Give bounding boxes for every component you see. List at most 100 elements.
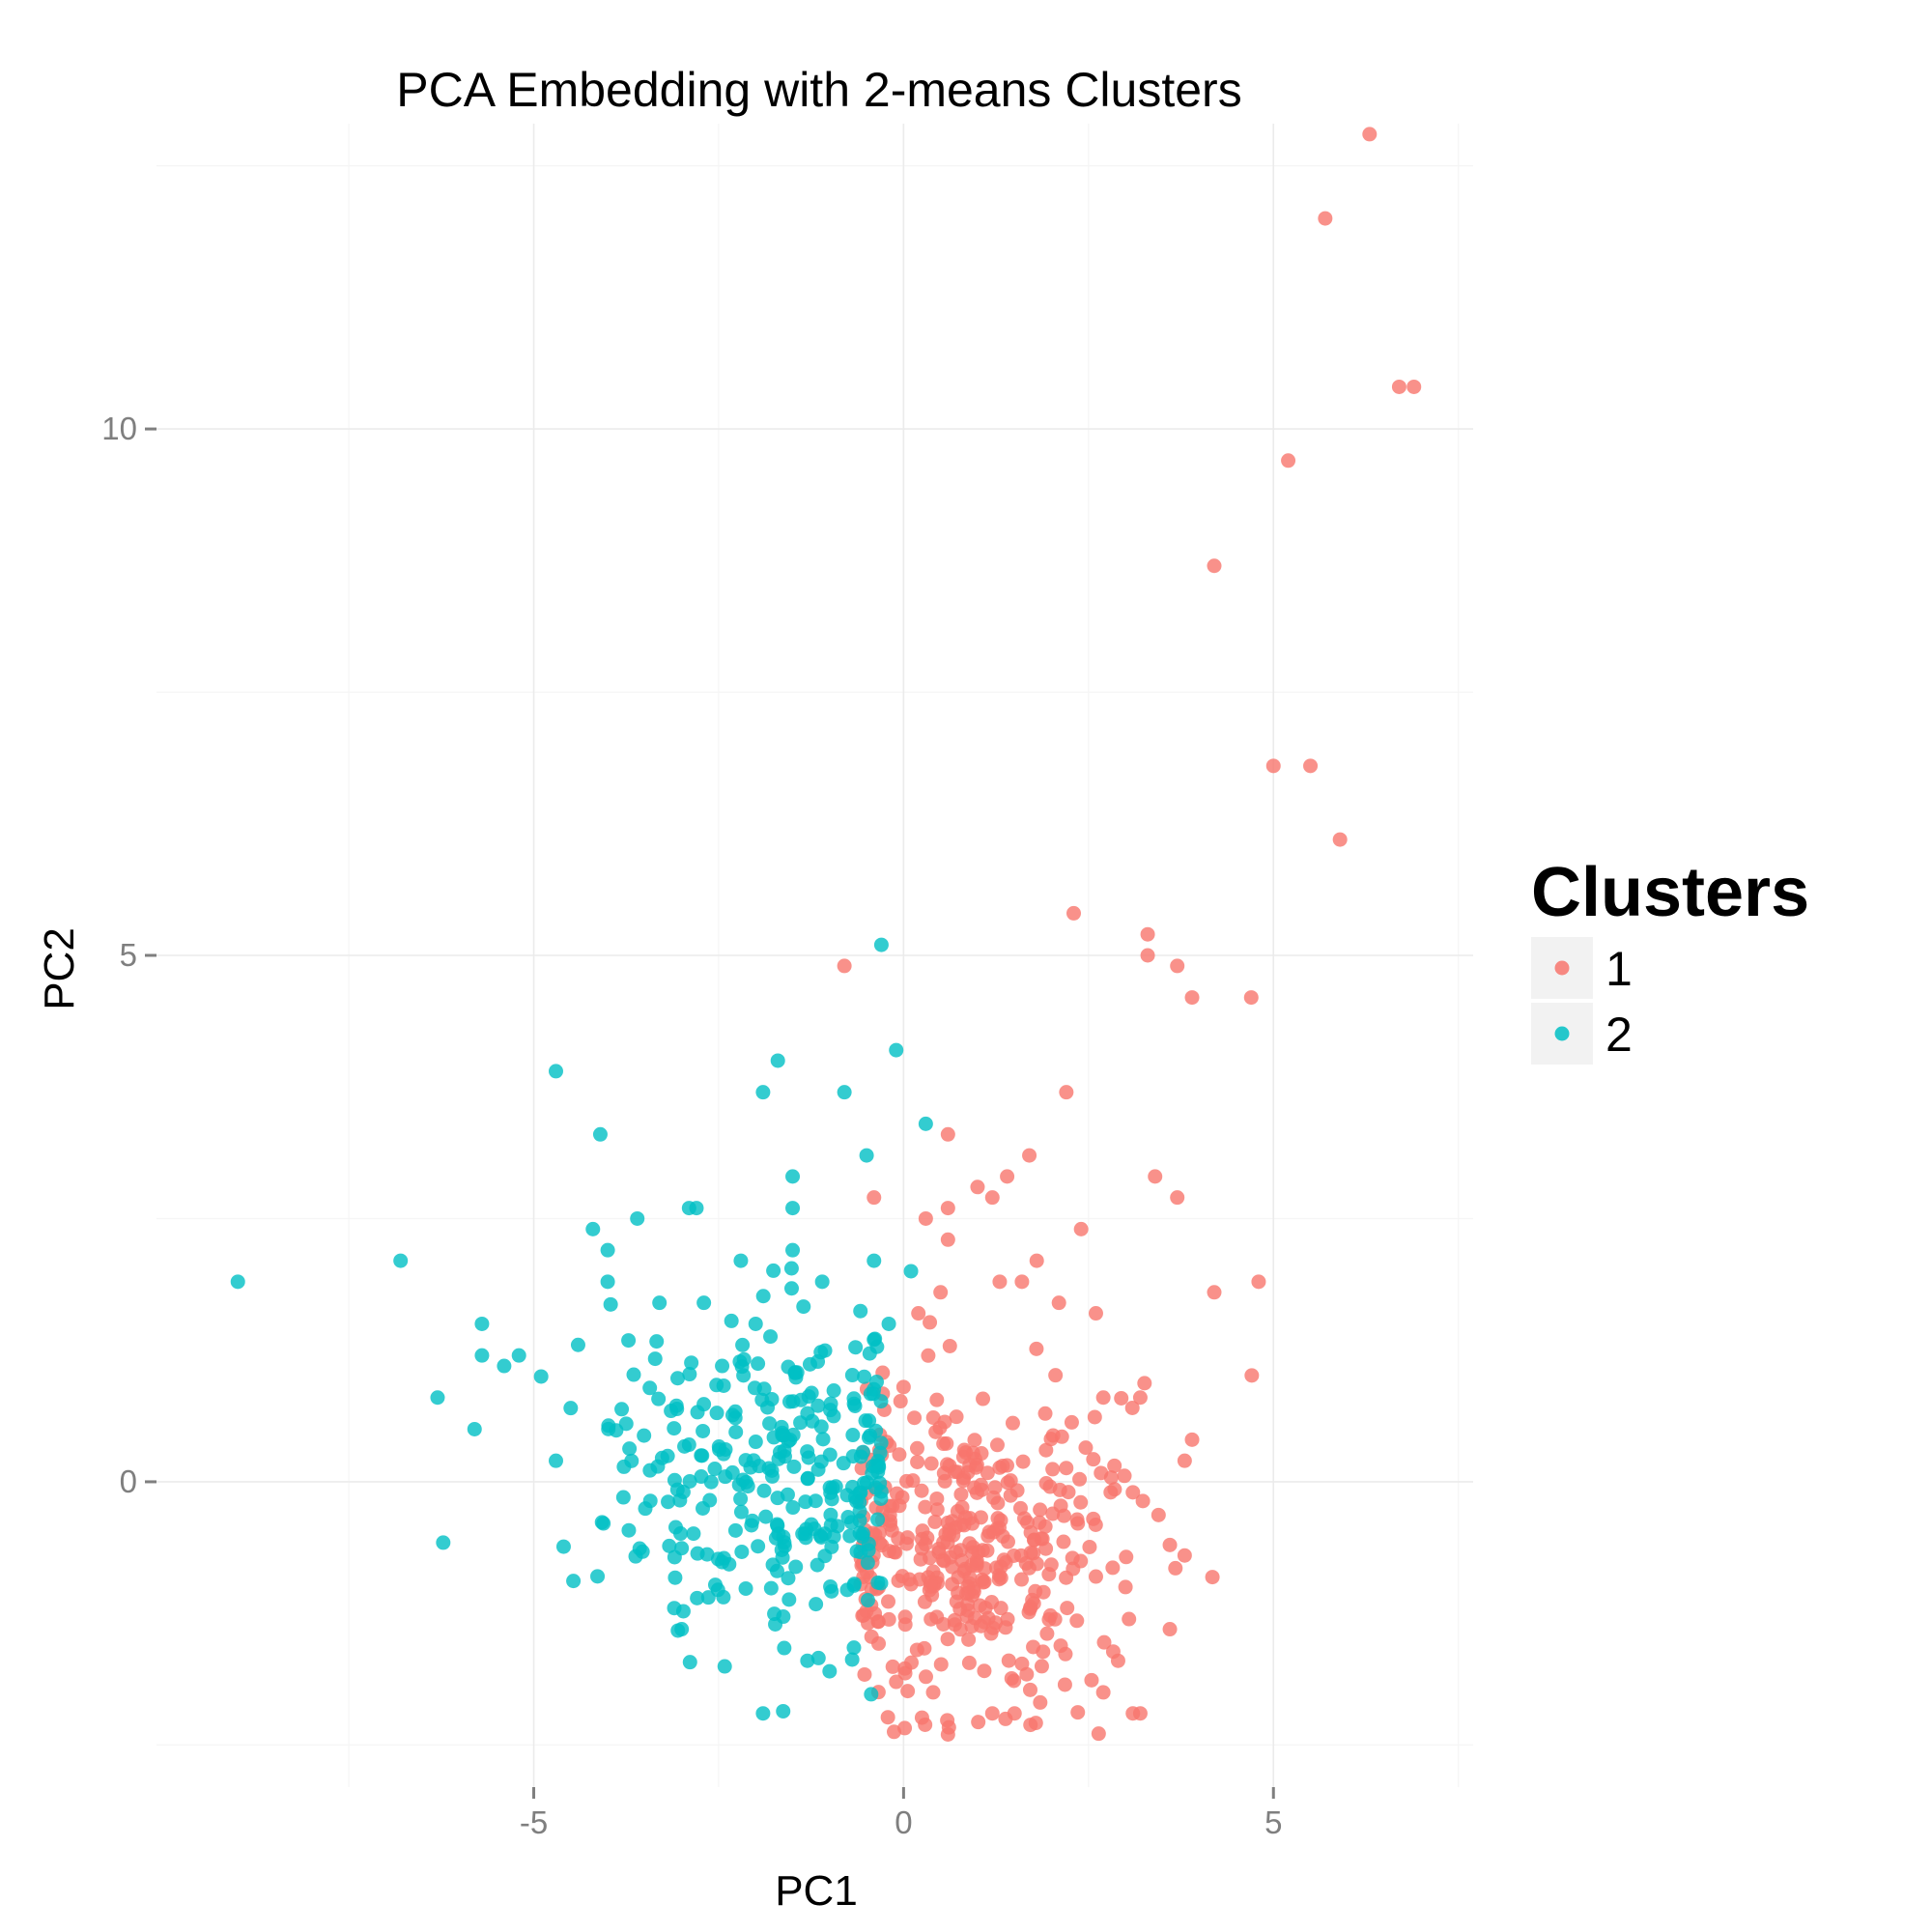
cluster-1-point — [1119, 1549, 1134, 1565]
cluster-2-point — [660, 1448, 675, 1463]
cluster-1-point — [918, 1210, 933, 1226]
cluster-2-point — [621, 1333, 637, 1349]
cluster-1-point — [923, 1578, 938, 1594]
cluster-2-point — [903, 1264, 919, 1279]
cluster-2-point — [615, 1490, 631, 1505]
cluster-2-point — [760, 1400, 776, 1415]
legend-swatch-1 — [1554, 960, 1570, 976]
cluster-2-point — [690, 1590, 705, 1605]
cluster-1-point — [1151, 1507, 1166, 1522]
cluster-1-point — [992, 1460, 1008, 1475]
cluster-1-point — [1072, 1471, 1088, 1487]
cluster-2-point — [810, 1462, 826, 1477]
cluster-1-point — [927, 1514, 943, 1529]
cluster-2-point — [769, 1563, 784, 1578]
cluster-2-point — [872, 1475, 888, 1491]
cluster-2-point — [497, 1358, 512, 1374]
cluster-1-point — [960, 1603, 976, 1618]
cluster-2-point — [632, 1541, 647, 1556]
cluster-1-point — [1281, 453, 1296, 469]
cluster-1-point — [1000, 1169, 1015, 1184]
cluster-2-point — [881, 1316, 896, 1331]
cluster-2-point — [474, 1316, 490, 1331]
cluster-2-point — [696, 1295, 712, 1311]
cluster-1-point — [923, 1456, 939, 1471]
cluster-2-point — [800, 1406, 815, 1421]
cluster-1-point — [909, 1440, 924, 1456]
cluster-2-point — [826, 1408, 841, 1424]
cluster-1-point — [936, 1436, 952, 1452]
cluster-2-point — [715, 1358, 730, 1374]
cluster-2-point — [682, 1473, 697, 1489]
cluster-1-point — [1069, 1613, 1085, 1629]
cluster-2-point — [815, 1432, 831, 1447]
cluster-2-point — [738, 1453, 753, 1468]
cluster-1-point — [1105, 1560, 1121, 1576]
cluster-2-point — [873, 937, 889, 952]
cluster-1-point — [992, 1274, 1008, 1290]
cluster-1-point — [1406, 379, 1422, 394]
cluster-1-point — [871, 1635, 887, 1651]
cluster-2-point — [844, 1368, 860, 1383]
cluster-1-point — [1244, 1368, 1260, 1383]
cluster-2-point — [734, 1544, 750, 1559]
cluster-2-point — [727, 1410, 743, 1426]
cluster-1-point — [1110, 1653, 1125, 1668]
cluster-2-point — [783, 1281, 799, 1296]
cluster-2-point — [808, 1493, 823, 1509]
cluster-1-point — [1362, 127, 1378, 142]
cluster-2-point — [733, 1253, 749, 1268]
cluster-2-point — [781, 1592, 797, 1607]
cluster-2-point — [596, 1516, 611, 1531]
cluster-2-point — [570, 1337, 585, 1352]
cluster-2-point — [756, 1381, 772, 1397]
cluster-1-point — [1170, 958, 1185, 974]
cluster-2-point — [870, 1575, 886, 1590]
cluster-1-point — [1033, 1502, 1048, 1518]
cluster-1-point — [1082, 1539, 1097, 1554]
cluster-2-point — [626, 1367, 641, 1382]
cluster-1-point — [1059, 1085, 1074, 1100]
cluster-1-point — [1015, 1454, 1031, 1469]
cluster-1-point — [980, 1610, 996, 1626]
cluster-1-point — [867, 1605, 883, 1621]
cluster-2-point — [684, 1355, 699, 1371]
cluster-1-point — [888, 1545, 903, 1560]
cluster-2-point — [777, 1640, 792, 1656]
cluster-1-point — [940, 1632, 955, 1647]
cluster-2-point — [859, 1148, 874, 1163]
cluster-2-point — [804, 1385, 819, 1401]
cluster-1-point — [1056, 1534, 1071, 1549]
x-tick-label: 0 — [895, 1804, 912, 1840]
cluster-2-point — [770, 1053, 785, 1068]
legend-label-1: 1 — [1605, 942, 1633, 996]
cluster-1-point — [962, 1570, 978, 1585]
cluster-1-point — [974, 1446, 989, 1462]
cluster-2-point — [860, 1593, 875, 1608]
cluster-2-point — [467, 1421, 482, 1436]
cluster-2-point — [716, 1378, 731, 1393]
cluster-1-point — [881, 1594, 896, 1609]
cluster-2-point — [814, 1274, 830, 1290]
cluster-2-point — [823, 1518, 838, 1533]
cluster-1-point — [909, 1642, 924, 1658]
cluster-2-point — [674, 1622, 690, 1637]
cluster-1-point — [918, 1499, 933, 1515]
cluster-1-point — [1051, 1295, 1066, 1311]
cluster-2-point — [845, 1428, 861, 1443]
cluster-2-point — [751, 1356, 766, 1372]
cluster-2-point — [585, 1221, 601, 1236]
cluster-2-point — [733, 1504, 749, 1520]
x-tick-label: -5 — [520, 1804, 548, 1840]
cluster-2-point — [822, 1663, 838, 1679]
cluster-1-point — [1023, 1718, 1038, 1733]
cluster-1-point — [983, 1626, 999, 1641]
cluster-2-point — [785, 1500, 801, 1516]
cluster-2-point — [800, 1653, 815, 1668]
cluster-1-point — [929, 1491, 945, 1506]
cluster-1-point — [914, 1483, 929, 1498]
cluster-2-point — [716, 1589, 731, 1605]
cluster-1-point — [977, 1663, 992, 1679]
cluster-1-point — [1303, 758, 1319, 774]
